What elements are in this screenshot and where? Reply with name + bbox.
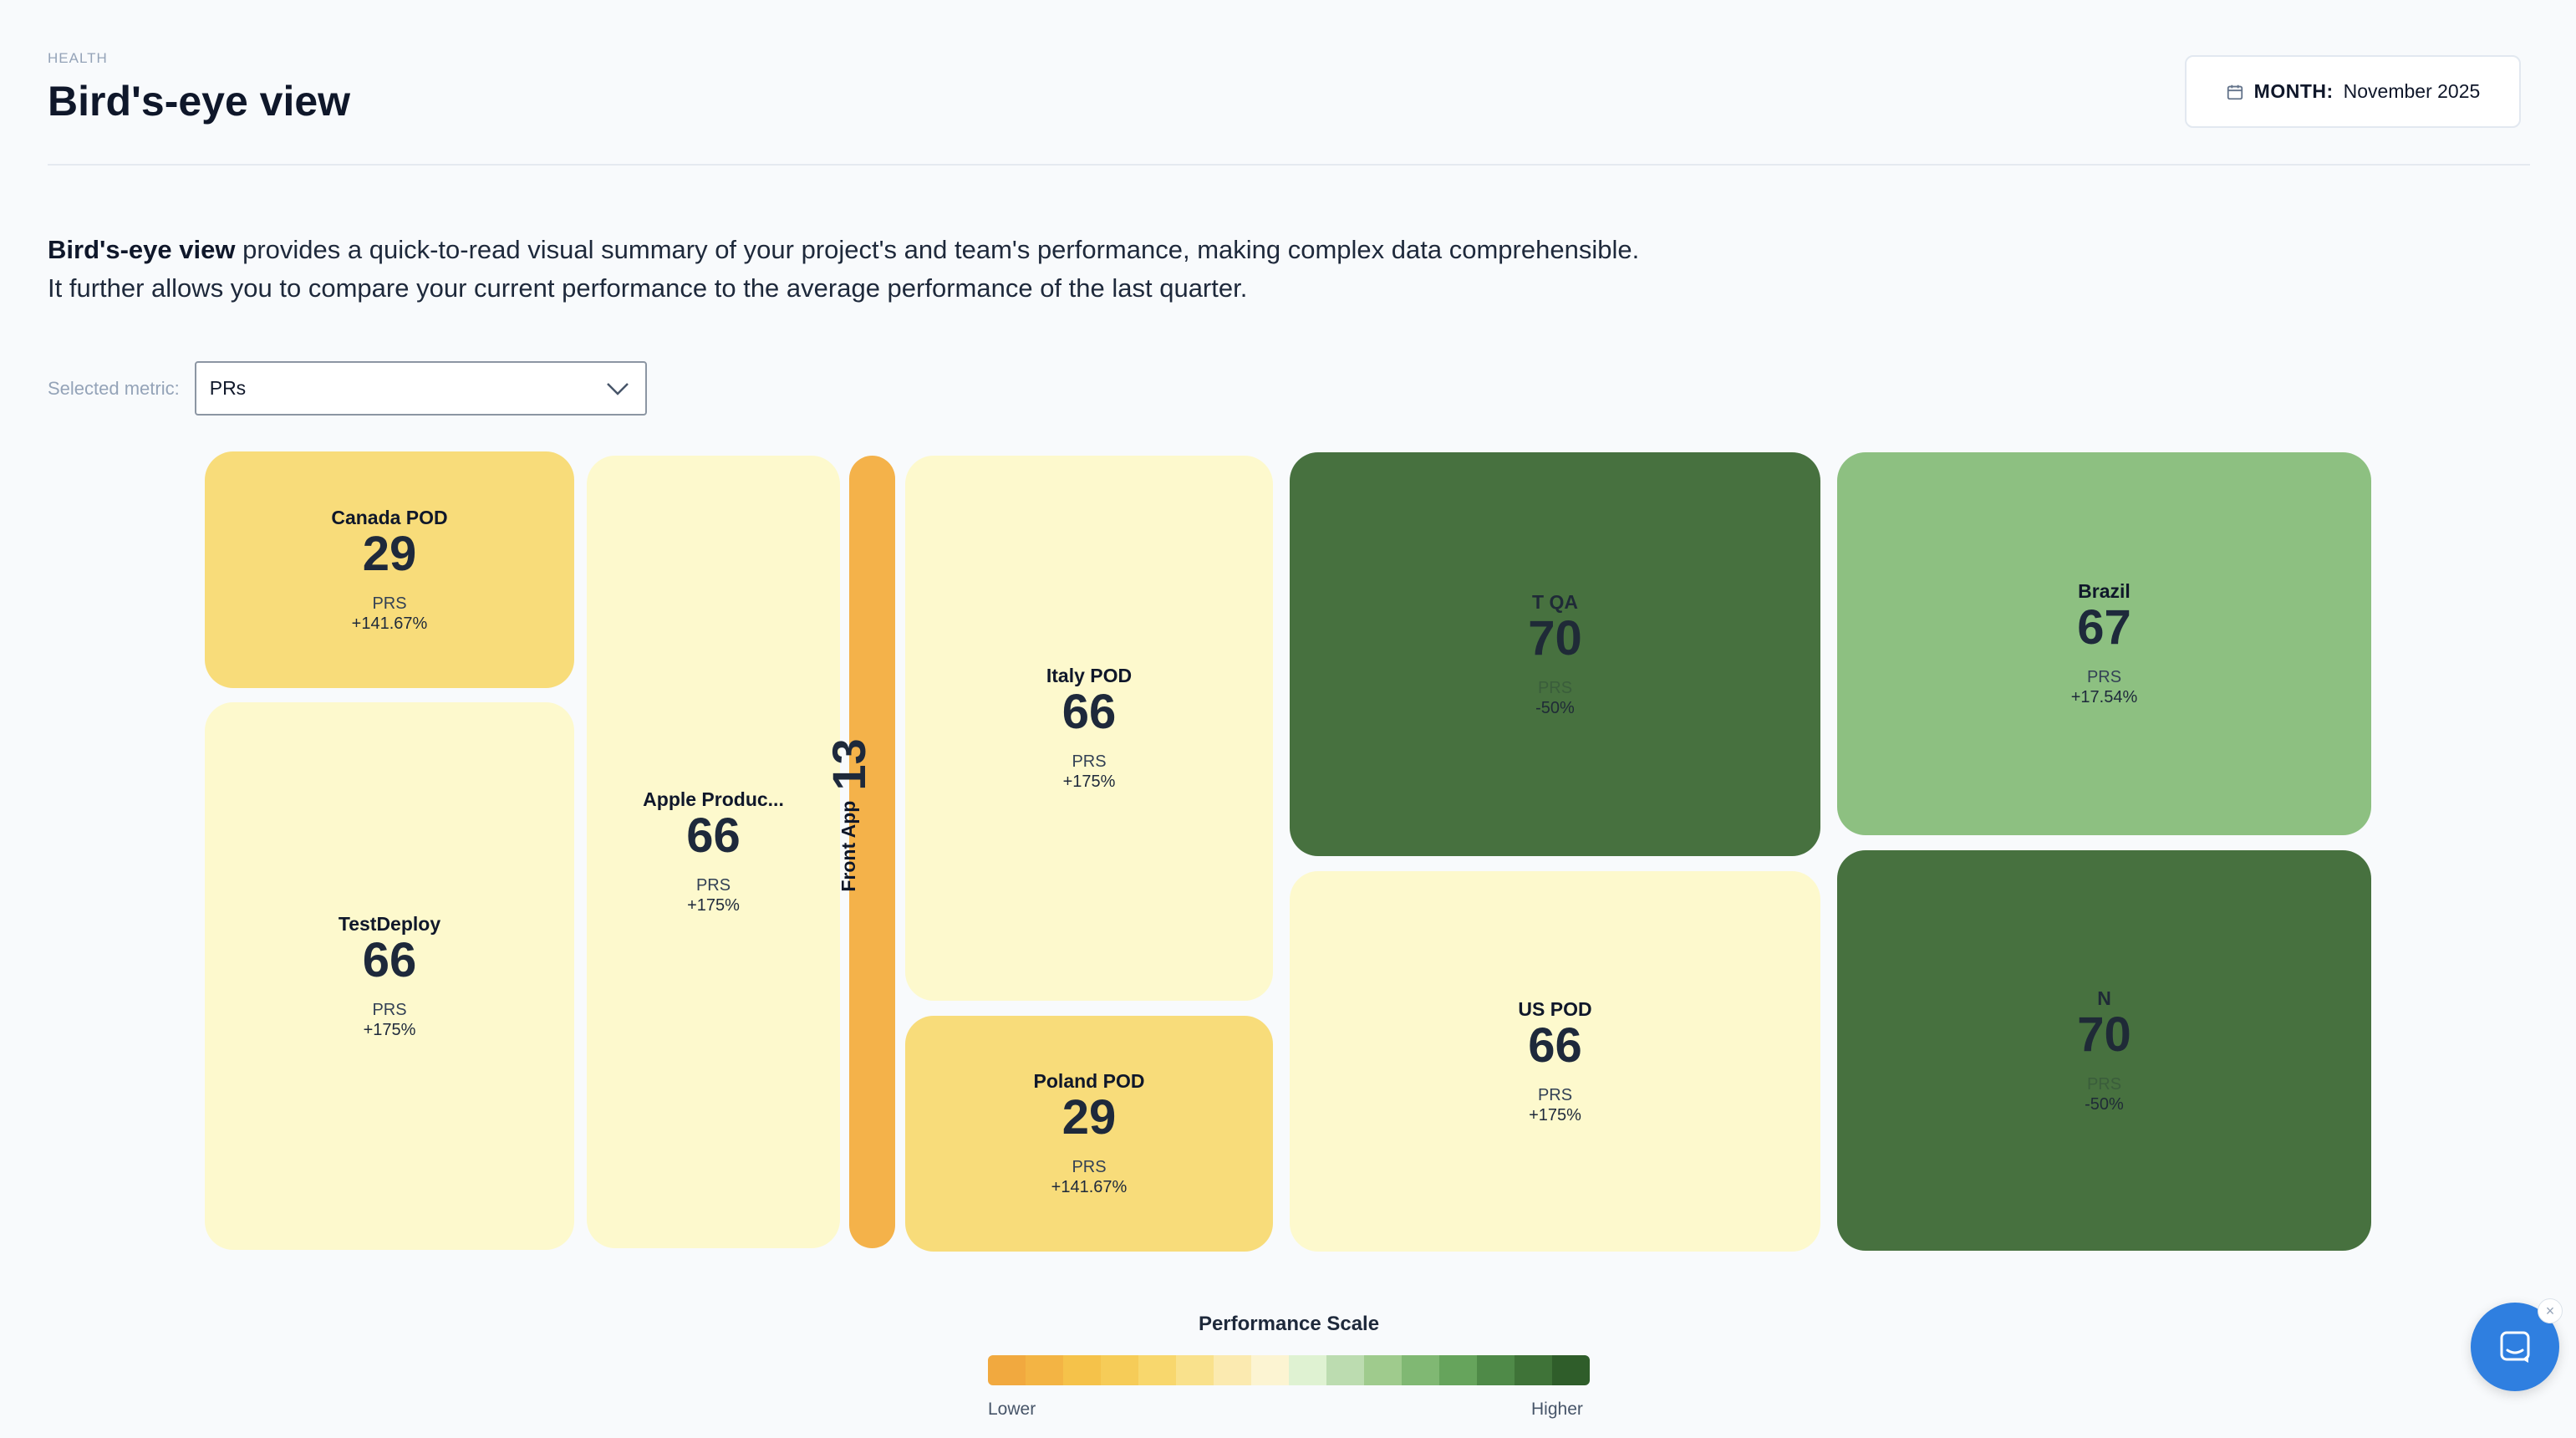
scale-swatch <box>1364 1355 1402 1385</box>
tile-metric: PRS <box>372 594 407 613</box>
tile-change: +141.67% <box>1051 1178 1128 1196</box>
tile-value: 67 <box>2077 600 2131 655</box>
month-value: November 2025 <box>2343 80 2481 102</box>
tile-value: 13 <box>822 738 875 791</box>
intro-line1: provides a quick-to-read visual summary … <box>235 235 1640 264</box>
scale-swatch <box>1515 1355 1552 1385</box>
tile-name: Poland POD <box>1033 1070 1145 1092</box>
scale-swatch <box>1552 1355 1590 1385</box>
tile-name: TestDeploy <box>338 912 441 935</box>
intro-text: Bird's-eye view provides a quick-to-read… <box>48 231 2054 308</box>
tile-t-qa[interactable]: T QA 70 PRS -50% <box>1290 452 1820 856</box>
tile-name: Italy POD <box>1046 665 1133 686</box>
metric-select-value: PRs <box>209 377 247 399</box>
scale-swatch <box>1251 1355 1289 1385</box>
chevron-down-icon <box>606 382 629 395</box>
month-label: MONTH: <box>2253 80 2334 102</box>
tile-poland-pod[interactable]: Poland POD 29 PRS +141.67% <box>905 1016 1273 1252</box>
scale-swatch <box>988 1355 1026 1385</box>
chat-close-button[interactable]: × <box>2538 1298 2563 1323</box>
tile-n[interactable]: N 70 PRS -50% <box>1837 850 2371 1251</box>
scale-swatch <box>1138 1355 1176 1385</box>
chat-icon <box>2500 1331 2530 1363</box>
tile-metric: PRS <box>1072 1158 1107 1176</box>
tile-italy-pod[interactable]: Italy POD 66 PRS +175% <box>905 456 1273 1001</box>
tile-value: 70 <box>2077 1007 2131 1062</box>
metric-label: Selected metric: <box>48 377 180 399</box>
tile-change: +175% <box>687 896 740 915</box>
scale-title: Performance Scale <box>1198 1313 1380 1335</box>
scale-swatch <box>1101 1355 1138 1385</box>
scale-swatch <box>1214 1355 1251 1385</box>
tile-name: T QA <box>1532 590 1578 613</box>
scale-swatch <box>1176 1355 1214 1385</box>
month-picker-button[interactable]: MONTH: November 2025 <box>2185 55 2521 128</box>
tile-change: -50% <box>2085 1094 2124 1114</box>
tile-metric: PRS <box>2086 1074 2122 1094</box>
tile-apple-product[interactable]: Apple Produc... 66 PRS +175% <box>587 456 840 1248</box>
scale-high-label: Higher <box>1531 1400 1583 1419</box>
intro-line2: It further allows you to compare your cu… <box>48 273 1248 303</box>
tile-name: US POD <box>1518 997 1592 1020</box>
page-title: Bird's-eye view <box>48 78 351 125</box>
tile-metric: PRS <box>695 876 731 895</box>
tile-value: 29 <box>1061 1090 1117 1145</box>
calendar-icon <box>2227 84 2243 99</box>
tile-metric: PRS <box>372 1000 407 1019</box>
scale-swatch <box>1326 1355 1364 1385</box>
tile-change: +175% <box>1529 1105 1581 1124</box>
scale-low-label: Lower <box>988 1400 1036 1419</box>
metric-select[interactable]: PRs <box>194 361 647 416</box>
scale-swatch <box>1477 1355 1515 1385</box>
intro-bold: Bird's-eye view <box>48 235 236 264</box>
tile-change: +175% <box>363 1020 416 1039</box>
scale-swatch <box>1402 1355 1439 1385</box>
performance-scale-bar <box>988 1355 1590 1385</box>
tile-value: 66 <box>686 808 741 863</box>
tile-name: Front App <box>837 800 859 892</box>
tile-value: 29 <box>362 526 417 581</box>
tile-canada-pod[interactable]: Canada POD 29 PRS +141.67% <box>205 451 574 688</box>
tile-metric: PRS <box>2086 668 2122 686</box>
tile-metric: PRS <box>1072 752 1107 771</box>
tile-testdeploy[interactable]: TestDeploy 66 PRS +175% <box>205 702 574 1250</box>
tile-brazil[interactable]: Brazil 67 PRS +17.54% <box>1837 452 2371 835</box>
tile-value: 66 <box>1528 1017 1582 1073</box>
tile-us-pod[interactable]: US POD 66 PRS +175% <box>1290 871 1820 1252</box>
tile-metric: PRS <box>1537 1085 1573 1104</box>
scale-swatch <box>1026 1355 1063 1385</box>
tile-metric: PRS <box>1537 678 1573 697</box>
tile-value: 66 <box>362 932 417 987</box>
tile-value: 66 <box>1061 685 1117 739</box>
tile-change: +141.67% <box>351 614 428 633</box>
header-divider <box>48 164 2530 166</box>
scale-swatch <box>1439 1355 1477 1385</box>
tile-name: Brazil <box>2078 580 2131 602</box>
metric-selector-row: Selected metric: PRs <box>48 361 647 416</box>
tile-name: Canada POD <box>331 506 448 528</box>
tile-change: -50% <box>1535 698 1575 717</box>
scale-swatch <box>1063 1355 1101 1385</box>
tile-change: +175% <box>1062 773 1116 791</box>
tile-value: 70 <box>1528 610 1582 665</box>
tile-name: N <box>2097 987 2111 1009</box>
tile-change: +17.54% <box>2070 688 2138 706</box>
tile-front-app-label: Front App 13 <box>794 738 903 891</box>
scale-swatch <box>1289 1355 1326 1385</box>
tile-front-app[interactable] <box>849 456 895 1248</box>
tile-name: Apple Produc... <box>643 788 784 810</box>
breadcrumb: HEALTH <box>48 50 108 66</box>
